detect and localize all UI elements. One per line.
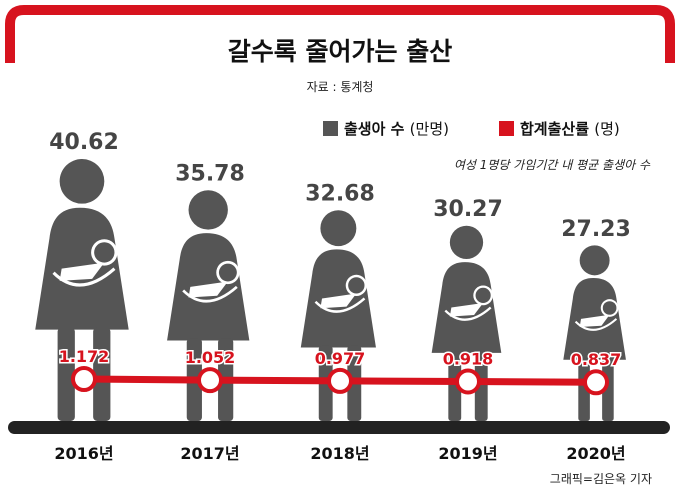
baby-blanket [188, 281, 228, 298]
legend-births: 출생아 수 (만명) [323, 118, 449, 139]
tfr-marker [197, 367, 223, 394]
mother-head [320, 210, 357, 247]
mother-figure [167, 190, 250, 421]
tfr-value-label: 0.977 [315, 349, 366, 368]
mother-arm [314, 297, 366, 313]
tfr-line-layer [71, 366, 609, 396]
tfr-value-label: 1.052 [185, 348, 236, 367]
mother-leg [57, 327, 75, 421]
baseline-bar [8, 421, 670, 434]
legend-births-unit: (만명) [409, 120, 449, 138]
graphic-credit: 그래픽=김은옥 기자 [549, 472, 652, 486]
births-value-label: 32.68 [305, 182, 375, 207]
year-tick-label: 2018년 [310, 444, 369, 463]
baby-face [218, 263, 237, 282]
year-tick-label: 2017년 [180, 444, 239, 463]
mother-head [579, 245, 610, 276]
mother-arm [444, 306, 492, 321]
tfr-value-label: 0.918 [443, 349, 494, 368]
baby-face [94, 242, 115, 263]
births-value-label: 27.23 [561, 217, 631, 242]
baby-face [475, 287, 491, 303]
chart-title: 갈수록 줄어가는 출산 [227, 37, 453, 66]
mother-head [449, 225, 484, 260]
mother-arm [574, 318, 618, 331]
baby-face [348, 277, 365, 294]
legend-births-label: 출생아 수 [344, 120, 405, 138]
legend-tfr-swatch [499, 121, 514, 136]
baby-blanket [320, 293, 357, 309]
mother-head [188, 190, 228, 230]
mother-arm [52, 267, 116, 287]
year-tick-label: 2016년 [54, 444, 113, 463]
births-value-label: 30.27 [433, 197, 503, 222]
year-tick-label: 2020년 [566, 444, 625, 463]
tfr-marker [583, 369, 609, 396]
legend-tfr-label: 합계출산률 [520, 120, 590, 138]
tfr-marker [455, 368, 481, 395]
chart-note: 여성 1명당 가임기간 내 평균 출생아 수 [453, 158, 650, 172]
mother-figure [431, 225, 502, 421]
tfr-marker [327, 367, 353, 394]
mother-leg [93, 327, 111, 421]
mother-figure [35, 159, 129, 421]
tfr-marker [71, 366, 97, 392]
mother-figure [563, 245, 626, 421]
births-value-label: 35.78 [175, 161, 245, 186]
mother-figure [300, 210, 376, 421]
mother-head [59, 159, 105, 204]
baby-blanket [59, 262, 105, 281]
tfr-value-label: 1.172 [59, 347, 110, 366]
year-tick-label: 2019년 [438, 444, 497, 463]
legend-tfr-unit: (명) [594, 120, 620, 138]
title-frame [5, 5, 675, 63]
mother-leg [474, 351, 488, 421]
mother-leg [448, 351, 462, 421]
baby-face [602, 301, 617, 315]
source-label: 자료 : 통계청 [306, 80, 374, 94]
figure-layer [35, 159, 626, 421]
baby-blanket [449, 302, 484, 317]
legend-tfr: 합계출산률 (명) [499, 118, 620, 139]
baby-blanket [579, 314, 610, 328]
births-value-label: 40.62 [49, 130, 119, 155]
mother-arm [182, 285, 238, 303]
tfr-value-label: 0.837 [571, 350, 622, 369]
legend-births-swatch [323, 121, 338, 136]
label-layer: 40.62 35.78 32.68 30.27 27.23 1.172 1.052 0.977… [49, 130, 631, 463]
